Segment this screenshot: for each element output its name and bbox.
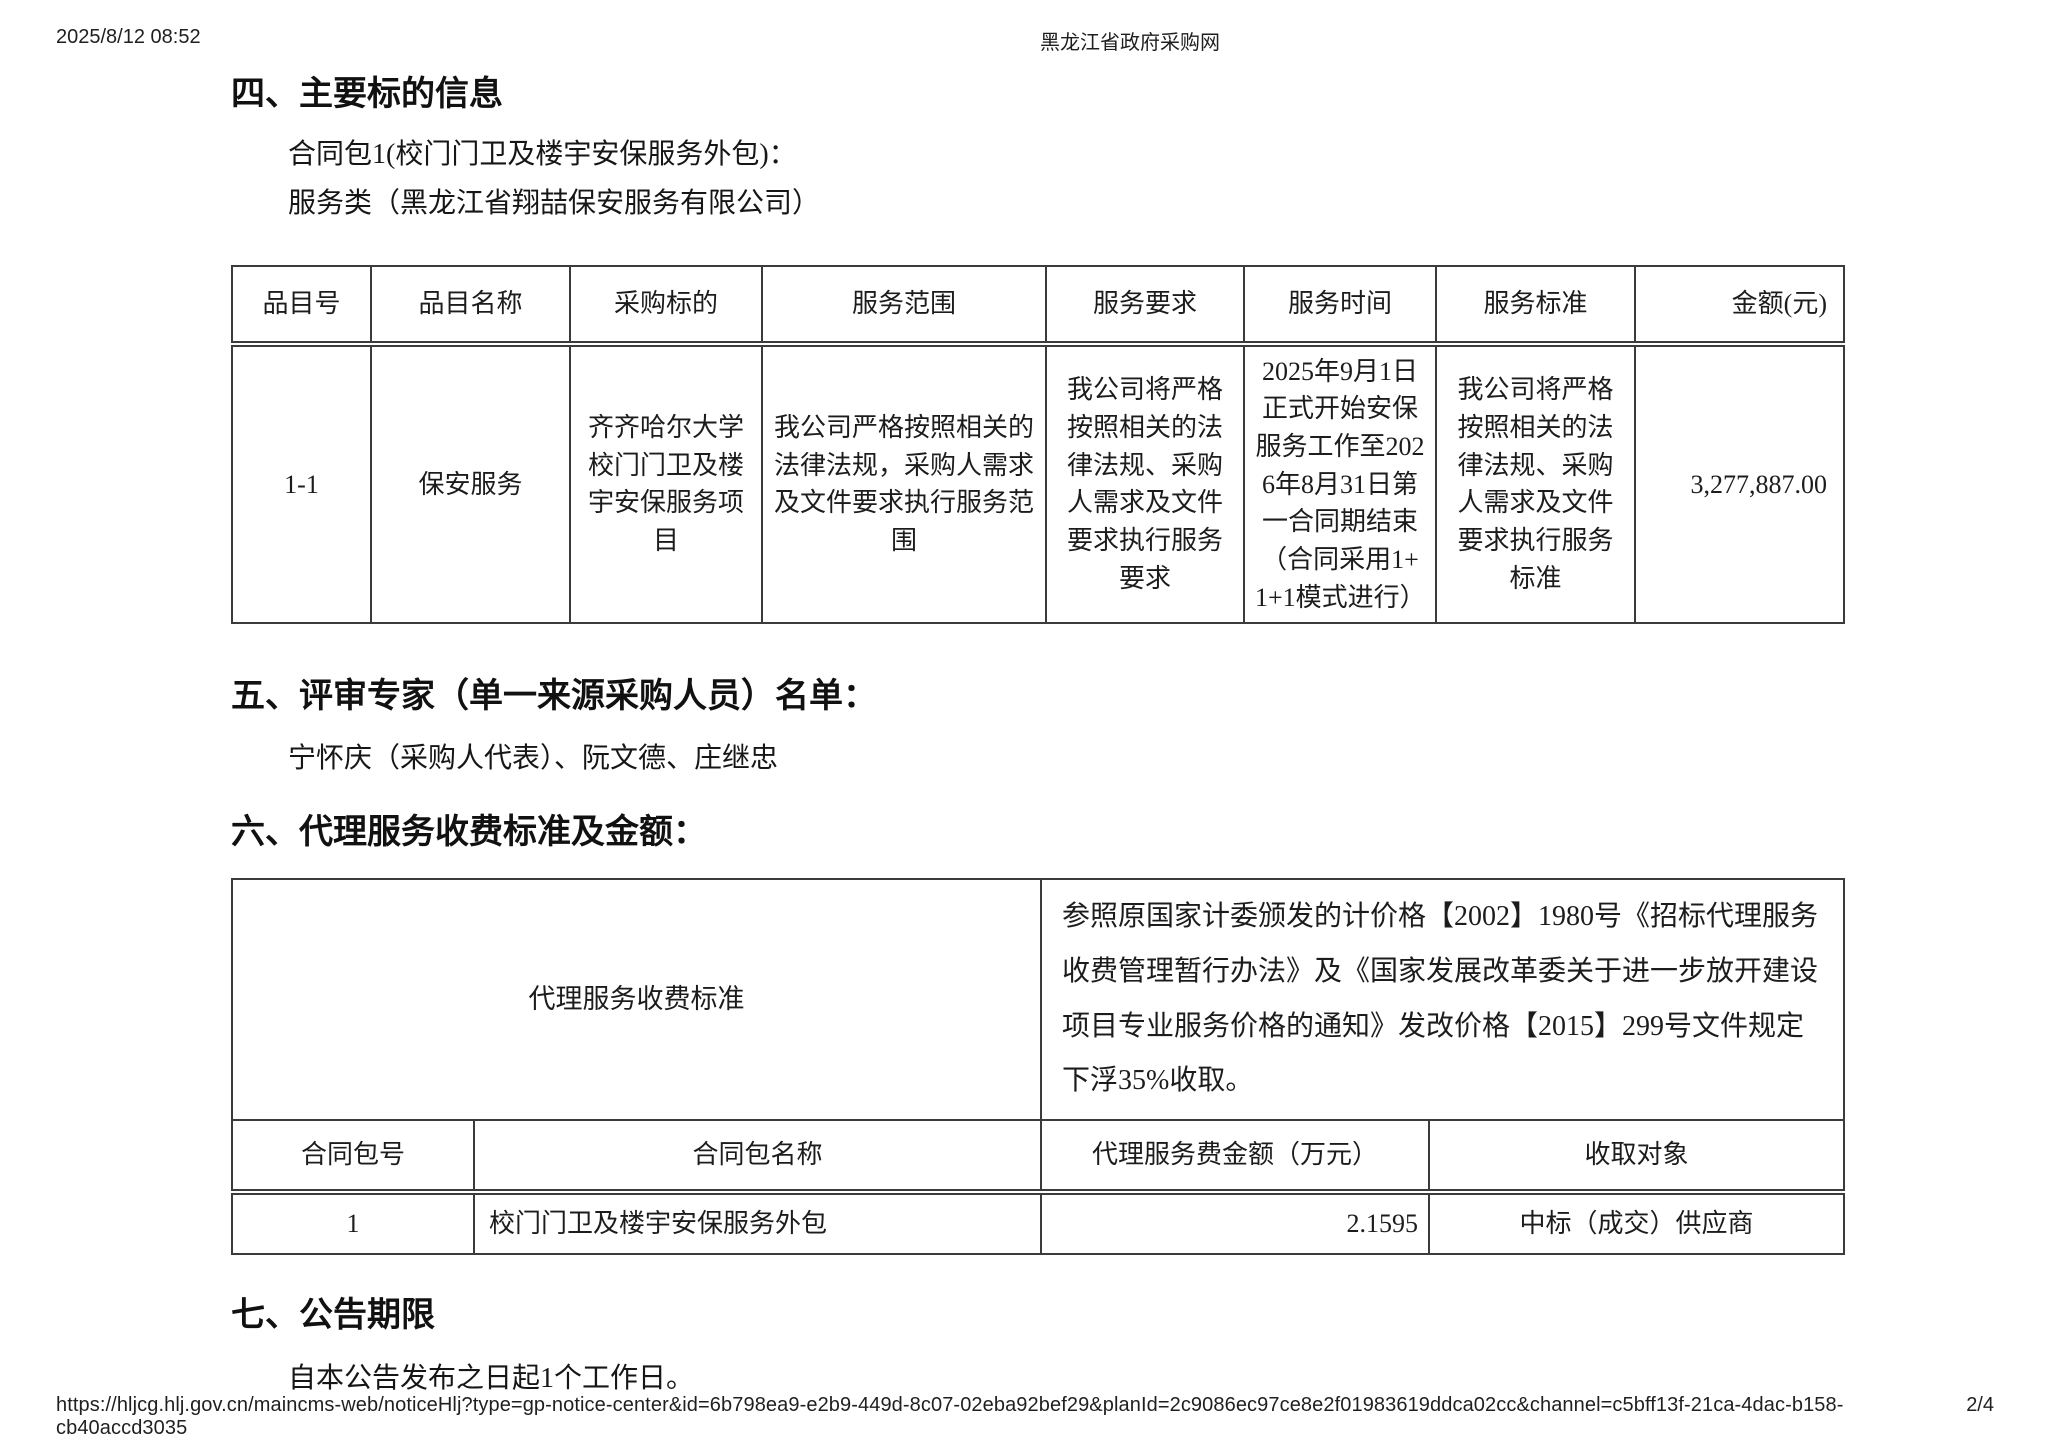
- service-type-line: 服务类（黑龙江省翔喆保安服务有限公司）: [288, 187, 821, 219]
- document-body: 四、主要标的信息 合同包1(校门门卫及楼宇安保服务外包)： 服务类（黑龙江省翔喆…: [231, 0, 1845, 1396]
- cell-package-name: 校门门卫及楼宇安保服务外包: [473, 1190, 1042, 1255]
- fee-standard-text: 参照原国家计委颁发的计价格【2002】1980号《招标代理服务收费管理暂行办法》…: [1040, 878, 1845, 1121]
- section-7-heading: 七、公告期限: [231, 1296, 435, 1334]
- col-header-service-scope: 服务范围: [761, 264, 1047, 347]
- section-6-heading: 六、代理服务收费标准及金额：: [231, 813, 707, 851]
- fee-table-data-row: 1 校门门卫及楼宇安保服务外包 2.1595 中标（成交）供应商: [231, 1190, 1845, 1255]
- col-header-procure-target: 采购标的: [569, 264, 763, 347]
- expert-names-line: 宁怀庆（采购人代表）、阮文德、庄继忠: [288, 742, 779, 774]
- print-footer: https://hljcg.hlj.gov.cn/maincms-web/not…: [56, 1394, 1994, 1440]
- main-table-header-row: 品目号 品目名称 采购标的 服务范围 服务要求 服务时间 服务标准 金额(元): [231, 264, 1845, 347]
- agency-fee-table: 代理服务收费标准 参照原国家计委颁发的计价格【2002】1980号《招标代理服务…: [231, 878, 1845, 1255]
- print-footer-url: https://hljcg.hlj.gov.cn/maincms-web/not…: [56, 1394, 1844, 1439]
- cell-service-std: 我公司将严格按照相关的法律法规、采购人需求及文件要求执行服务标准: [1435, 342, 1636, 625]
- print-header-datetime: 2025/8/12 08:52: [56, 26, 201, 48]
- fee-standard-row: 代理服务收费标准 参照原国家计委颁发的计价格【2002】1980号《招标代理服务…: [231, 878, 1845, 1121]
- cell-fee-payer: 中标（成交）供应商: [1428, 1190, 1845, 1255]
- cell-service-time: 2025年9月1日正式开始安保服务工作至2026年8月31日第一合同期结束（合同…: [1243, 342, 1437, 625]
- cell-fee-amount: 2.1595: [1040, 1190, 1430, 1255]
- col-header-fee-amount: 代理服务费金额（万元）: [1040, 1118, 1430, 1195]
- col-header-service-time: 服务时间: [1243, 264, 1437, 347]
- fee-standard-label: 代理服务收费标准: [231, 878, 1042, 1121]
- cell-service-scope: 我公司严格按照相关的法律法规，采购人需求及文件要求执行服务范围: [761, 342, 1047, 625]
- col-header-item-no: 品目号: [231, 264, 372, 347]
- print-footer-page-indicator: 2/4: [1966, 1394, 1994, 1416]
- cell-procure-target: 齐齐哈尔大学校门门卫及楼宇安保服务项目: [569, 342, 763, 625]
- main-items-table: 品目号 品目名称 采购标的 服务范围 服务要求 服务时间 服务标准 金额(元) …: [231, 264, 1845, 625]
- col-header-fee-payer: 收取对象: [1428, 1118, 1845, 1195]
- print-header-site-title: 黑龙江省政府采购网: [1040, 32, 1220, 54]
- col-header-item-name: 品目名称: [370, 264, 571, 347]
- notice-period-line: 自本公告发布之日起1个工作日。: [288, 1363, 695, 1395]
- col-header-package-no: 合同包号: [231, 1118, 475, 1195]
- cell-service-req: 我公司将严格按照相关的法律法规、采购人需求及文件要求执行服务要求: [1045, 342, 1245, 625]
- col-header-service-std: 服务标准: [1435, 264, 1636, 347]
- cell-item-name: 保安服务: [370, 342, 571, 625]
- cell-item-no: 1-1: [231, 342, 372, 625]
- col-header-package-name: 合同包名称: [473, 1118, 1042, 1195]
- cell-package-no: 1: [231, 1190, 475, 1255]
- section-5-heading: 五、评审专家（单一来源采购人员）名单：: [231, 678, 877, 716]
- col-header-service-req: 服务要求: [1045, 264, 1245, 347]
- col-header-amount: 金额(元): [1634, 264, 1845, 347]
- main-table-data-row: 1-1 保安服务 齐齐哈尔大学校门门卫及楼宇安保服务项目 我公司严格按照相关的法…: [231, 342, 1845, 625]
- contract-package-line: 合同包1(校门门卫及楼宇安保服务外包)：: [288, 138, 797, 170]
- cell-amount: 3,277,887.00: [1634, 342, 1845, 625]
- section-4-heading: 四、主要标的信息: [231, 76, 503, 113]
- fee-table-header-row: 合同包号 合同包名称 代理服务费金额（万元） 收取对象: [231, 1118, 1845, 1195]
